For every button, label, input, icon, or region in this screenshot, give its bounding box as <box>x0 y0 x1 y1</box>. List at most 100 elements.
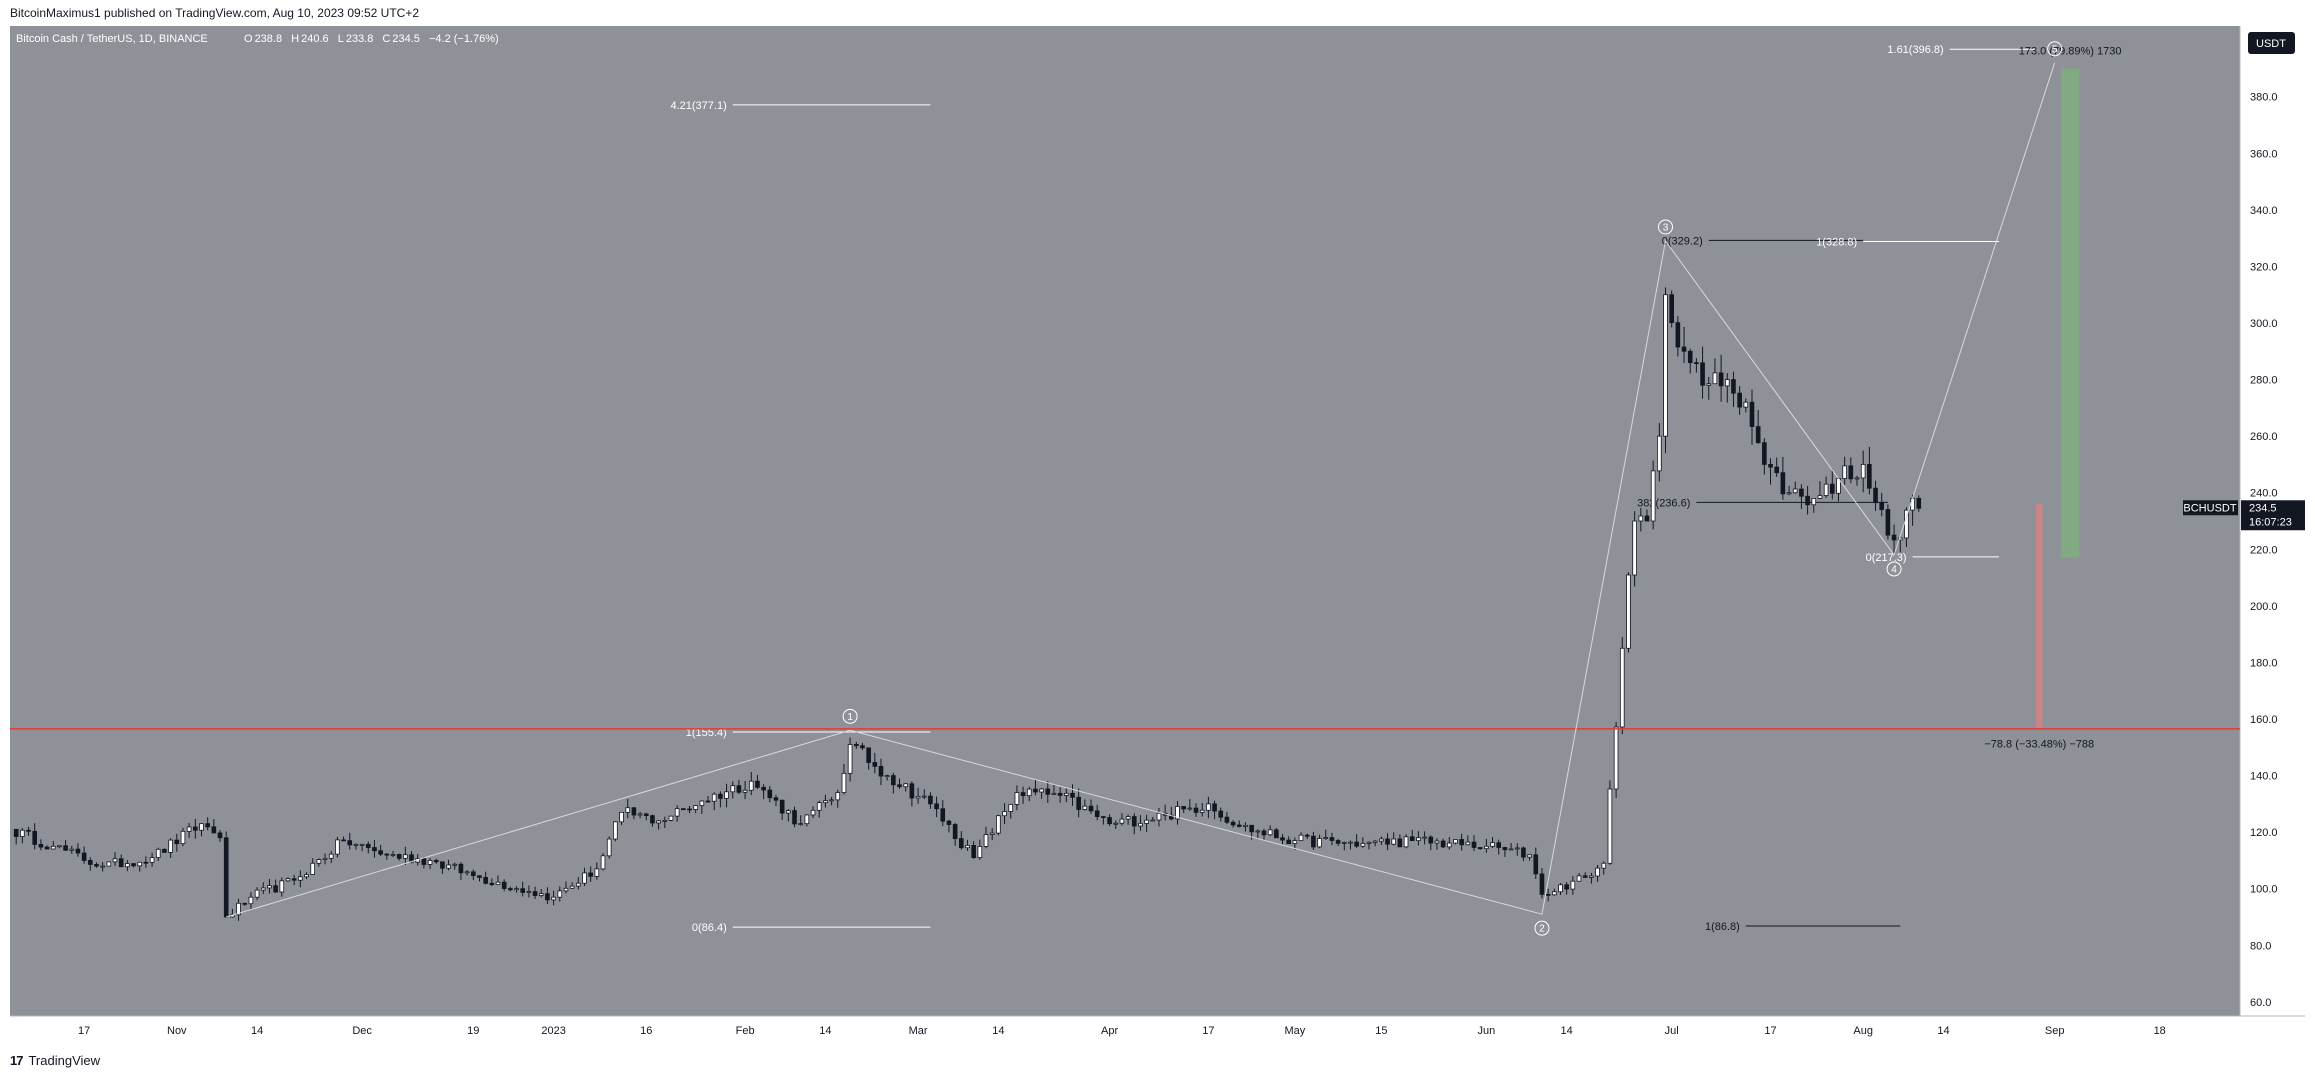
candle-body <box>328 853 334 859</box>
x-tick-label: May <box>1284 1025 1305 1037</box>
candle-body <box>1477 847 1483 850</box>
candle-body <box>13 828 19 837</box>
candle-body <box>767 789 773 799</box>
candle-body <box>1613 726 1619 790</box>
candle-body <box>538 893 544 896</box>
stop-box <box>2036 504 2043 728</box>
candle-body <box>971 845 976 859</box>
candle-body <box>335 839 340 855</box>
candle-body <box>872 762 878 767</box>
candle-body <box>1323 837 1329 839</box>
candle-body <box>934 803 939 810</box>
candle-body <box>57 845 62 848</box>
candle-body <box>779 799 785 814</box>
x-tick-label: 14 <box>992 1025 1004 1037</box>
y-tick-label: 180.0 <box>2250 657 2278 669</box>
candle-body <box>1829 483 1835 494</box>
candle-body <box>1484 845 1489 850</box>
candle-body <box>1897 537 1903 541</box>
candle-body <box>866 747 871 763</box>
candle-body <box>353 843 359 846</box>
candle-body <box>1298 834 1304 842</box>
candle-body <box>1718 372 1724 387</box>
candle-body <box>125 863 130 868</box>
candle-body <box>1465 841 1471 846</box>
candle-body <box>532 891 538 896</box>
candle-body <box>168 839 173 853</box>
candle-body <box>1020 792 1026 797</box>
candle-body <box>322 857 328 860</box>
candle-body <box>1230 821 1236 826</box>
candle-body <box>1471 841 1477 848</box>
candle-body <box>952 824 958 839</box>
candle-body <box>1045 788 1051 795</box>
candle-body <box>816 802 822 811</box>
candle-body <box>1101 816 1106 818</box>
x-tick-label: Dec <box>352 1025 372 1037</box>
candle-body <box>1891 534 1897 541</box>
candle-body <box>236 902 241 916</box>
candle-body <box>1601 862 1607 869</box>
candle-body <box>1391 838 1397 845</box>
candle-body <box>643 813 649 817</box>
candle-body <box>983 834 989 847</box>
candle-body <box>1657 435 1662 472</box>
candle-body <box>1070 792 1075 798</box>
candle-body <box>285 878 291 882</box>
price-chart[interactable]: 4.21(377.1) 1(155.4) 0(86.4) 1.61(396.8) 0(3… <box>10 26 2305 1043</box>
y-tick-label: 280.0 <box>2250 375 2278 387</box>
candle-body <box>1212 803 1217 812</box>
candle-body <box>1687 350 1693 364</box>
candle-body <box>1014 792 1020 805</box>
candle-body <box>267 885 272 889</box>
elliott-wave-path[interactable]: 1 2 3 4 5 <box>226 41 2063 936</box>
candle-body <box>118 858 124 868</box>
time-axis[interactable] <box>10 1016 2305 1043</box>
candle-body <box>1762 442 1767 465</box>
candle-body <box>446 864 451 869</box>
candle-body <box>131 863 136 867</box>
candle-body <box>1051 792 1057 795</box>
candle-body <box>69 848 75 851</box>
candle-body <box>1521 847 1526 858</box>
candle-body <box>711 793 717 802</box>
candle-body <box>1632 520 1637 576</box>
y-tick-label: 240.0 <box>2250 488 2278 500</box>
chart-canvas[interactable]: 4.21(377.1) 1(155.4) 0(86.4) 1.61(396.8) 0(3… <box>10 26 2305 1043</box>
candle-body <box>260 887 266 891</box>
candle-body <box>149 857 155 863</box>
symbol-price-badge[interactable]: BCHUSDT 234.5 16:07:23 <box>2183 500 2305 531</box>
wave-marker <box>1534 920 1550 936</box>
candle-body <box>1854 477 1860 480</box>
x-tick-label: Nov <box>167 1025 187 1037</box>
candle-body <box>1193 807 1199 813</box>
candle-body <box>1002 811 1007 817</box>
candle-body <box>668 815 674 821</box>
candle-body <box>1008 803 1014 812</box>
candle-body <box>1422 836 1427 839</box>
candle-body <box>551 896 556 901</box>
candle-body <box>520 888 526 893</box>
candle-body <box>273 885 278 893</box>
candle-body <box>847 744 853 774</box>
candle-body <box>1780 472 1786 495</box>
candle-body <box>1873 487 1878 504</box>
candle-body <box>582 872 587 884</box>
candle-body <box>1650 470 1656 522</box>
footer-brand: TradingView <box>28 1053 101 1068</box>
x-tick-label: 14 <box>819 1025 831 1037</box>
currency-badge[interactable]: USDT <box>2248 32 2295 54</box>
x-tick-label: Sep <box>2045 1025 2065 1037</box>
candle-body <box>1280 837 1285 841</box>
wave-line <box>226 62 2056 918</box>
candle-body <box>310 862 316 875</box>
candle-body <box>600 855 606 870</box>
candle-body <box>1638 515 1644 522</box>
candle-body <box>1286 839 1292 844</box>
candle-body <box>989 832 995 835</box>
y-tick-label: 140.0 <box>2250 771 2278 783</box>
candle-body <box>1527 854 1532 858</box>
x-tick-label: Apr <box>1101 1025 1118 1037</box>
tradingview-footer[interactable]: 17 TradingView <box>10 1053 100 1068</box>
candle-body <box>1774 466 1780 474</box>
